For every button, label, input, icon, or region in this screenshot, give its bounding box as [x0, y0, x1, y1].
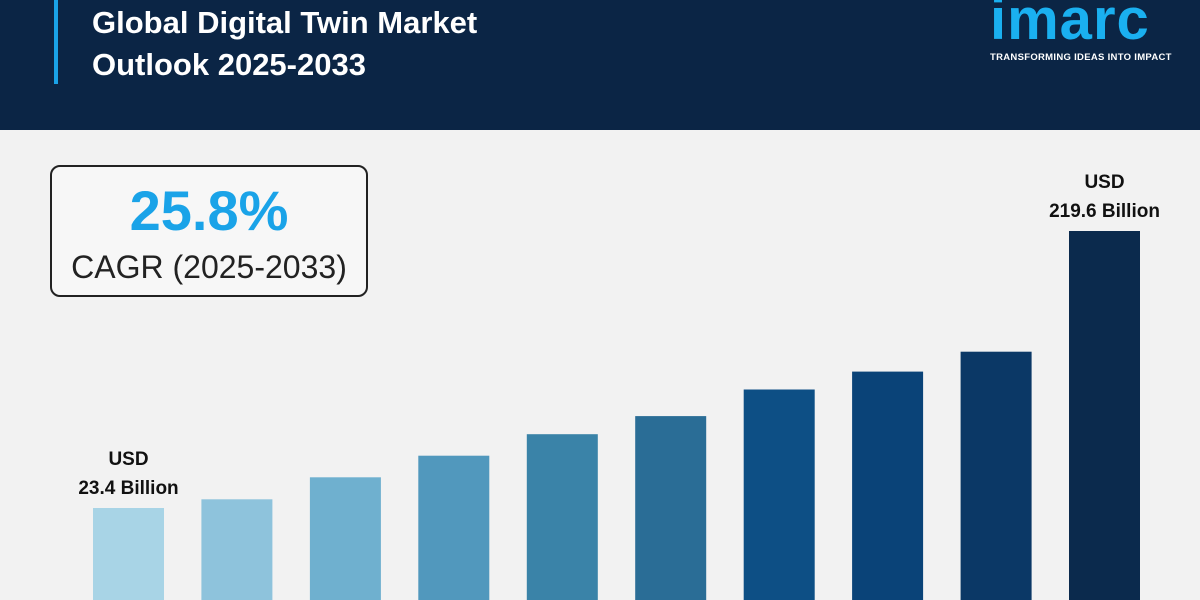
bar-2032 — [960, 351, 1032, 600]
bar-2028 — [526, 434, 598, 600]
cagr-box: 25.8% CAGR (2025-2033) — [50, 165, 368, 297]
annotation-currency-2024: USD — [108, 449, 148, 470]
bar-2033 — [1069, 231, 1140, 600]
imarc-logo: imarc TRANSFORMING IDEAS INTO IMPACT — [990, 0, 1200, 70]
logo-tagline: TRANSFORMING IDEAS INTO IMPACT — [990, 52, 1172, 63]
bar-2026 — [309, 477, 381, 600]
annotation-currency-2033: USD — [1084, 172, 1124, 193]
header-banner: Global Digital Twin Market Outlook 2025-… — [0, 0, 1200, 130]
title-line-1: Global Digital Twin Market — [92, 5, 478, 40]
accent-line — [54, 0, 58, 84]
annotation-value-2024: 23.4 Billion — [78, 478, 178, 499]
bar-2024 — [93, 508, 164, 600]
cagr-value: 25.8% — [129, 179, 289, 242]
bar-2030 — [743, 389, 815, 600]
bar-2027 — [418, 455, 490, 600]
page-title: Global Digital Twin Market Outlook 2025-… — [92, 2, 477, 86]
title-line-2: Outlook 2025-2033 — [92, 47, 366, 82]
annotation-value-2033: 219.6 Billion — [1049, 201, 1160, 222]
bar-2025 — [201, 499, 273, 600]
bar-2029 — [635, 416, 707, 600]
cagr-label: CAGR (2025-2033) — [71, 249, 347, 285]
bar-2031 — [852, 371, 924, 600]
logo-wordmark: imarc — [990, 0, 1150, 52]
